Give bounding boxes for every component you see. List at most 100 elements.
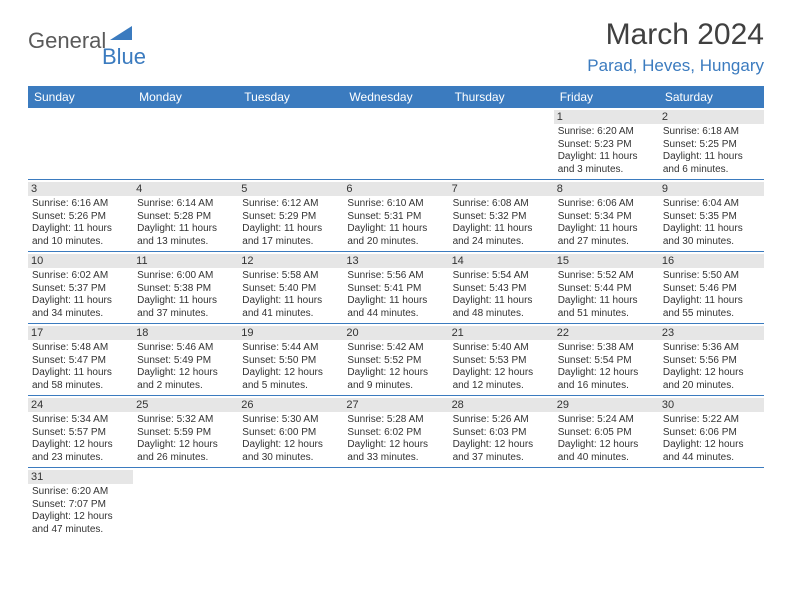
day-number: 5 <box>238 182 343 196</box>
calendar-cell: 2Sunrise: 6:18 AMSunset: 5:25 PMDaylight… <box>659 108 764 180</box>
calendar-cell: 19 Sunrise: 5:44 AMSunset: 5:50 PMDayligh… <box>238 324 343 396</box>
day-number: 17 <box>28 326 133 340</box>
weekday-header: Saturday <box>659 86 764 108</box>
day-number: 31 <box>28 470 133 484</box>
calendar-cell: 30 Sunrise: 5:22 AMSunset: 6:06 PMDayligh… <box>659 396 764 468</box>
day-number: 14 <box>449 254 554 268</box>
calendar-row: 1Sunrise: 6:20 AMSunset: 5:23 PMDaylight… <box>28 108 764 180</box>
calendar-cell: 8Sunrise: 6:06 AMSunset: 5:34 PMDaylight… <box>554 180 659 252</box>
calendar-cell: 27 Sunrise: 5:28 AMSunset: 6:02 PMDayligh… <box>343 396 448 468</box>
day-number: 9 <box>659 182 764 196</box>
calendar-cell: 9Sunrise: 6:04 AMSunset: 5:35 PMDaylight… <box>659 180 764 252</box>
calendar-cell: 28Sunrise: 5:26 AMSunset: 6:03 PMDayligh… <box>449 396 554 468</box>
calendar-cell: 29 Sunrise: 5:24 AMSunset: 6:05 PMDayligh… <box>554 396 659 468</box>
calendar-cell <box>238 108 343 180</box>
day-number: 29 <box>554 398 659 412</box>
day-detail: Sunrise: 6:10 AMSunset: 5:31 PMDaylight:… <box>347 198 444 248</box>
calendar-cell <box>133 108 238 180</box>
day-number: 28 <box>449 398 554 412</box>
month-title: March 2024 <box>587 20 764 50</box>
day-number: 11 <box>133 254 238 268</box>
calendar-cell: 16 Sunrise: 5:50 AMSunset: 5:46 PMDayligh… <box>659 252 764 324</box>
calendar-cell <box>238 468 343 540</box>
weekday-header: Sunday <box>28 86 133 108</box>
calendar-cell: 13Sunrise: 5:56 AMSunset: 5:41 PMDayligh… <box>343 252 448 324</box>
calendar-cell: 4 Sunrise: 6:14 AMSunset: 5:28 PMDaylight… <box>133 180 238 252</box>
logo-text-blue: Blue <box>102 44 146 70</box>
calendar-cell: 26 Sunrise: 5:30 AMSunset: 6:00 PMDayligh… <box>238 396 343 468</box>
calendar-cell: 15Sunrise: 5:52 AMSunset: 5:44 PMDayligh… <box>554 252 659 324</box>
day-detail: Sunrise: 6:14 AMSunset: 5:28 PMDaylight:… <box>137 198 234 248</box>
calendar-cell: 1Sunrise: 6:20 AMSunset: 5:23 PMDaylight… <box>554 108 659 180</box>
day-detail: Sunrise: 6:12 AMSunset: 5:29 PMDaylight:… <box>242 198 339 248</box>
calendar-row: 17 Sunrise: 5:48 AMSunset: 5:47 PMDayligh… <box>28 324 764 396</box>
day-detail: Sunrise: 5:28 AMSunset: 6:02 PMDaylight:… <box>347 414 444 464</box>
weekday-header: Wednesday <box>343 86 448 108</box>
day-detail: Sunrise: 5:58 AMSunset: 5:40 PMDaylight:… <box>242 270 339 320</box>
calendar-cell <box>449 108 554 180</box>
day-number: 24 <box>28 398 133 412</box>
day-number: 25 <box>133 398 238 412</box>
calendar-cell: 31 Sunrise: 6:20 AMSunset: 7:07 PMDayligh… <box>28 468 133 540</box>
day-detail: Sunrise: 5:34 AMSunset: 5:57 PMDaylight:… <box>32 414 129 464</box>
calendar-cell: 5 Sunrise: 6:12 AMSunset: 5:29 PMDaylight… <box>238 180 343 252</box>
day-detail: Sunrise: 5:44 AMSunset: 5:50 PMDaylight:… <box>242 342 339 392</box>
day-number: 3 <box>28 182 133 196</box>
day-number: 26 <box>238 398 343 412</box>
calendar-cell: 21Sunrise: 5:40 AMSunset: 5:53 PMDayligh… <box>449 324 554 396</box>
calendar-cell: 23Sunrise: 5:36 AMSunset: 5:56 PMDayligh… <box>659 324 764 396</box>
day-number: 27 <box>343 398 448 412</box>
day-detail: Sunrise: 6:20 AMSunset: 7:07 PMDaylight:… <box>32 486 129 536</box>
day-number: 23 <box>659 326 764 340</box>
location: Parad, Heves, Hungary <box>587 56 764 76</box>
calendar-cell <box>28 108 133 180</box>
day-detail: Sunrise: 5:48 AMSunset: 5:47 PMDaylight:… <box>32 342 129 392</box>
weekday-header-row: Sunday Monday Tuesday Wednesday Thursday… <box>28 86 764 108</box>
day-number: 18 <box>133 326 238 340</box>
calendar-cell: 20Sunrise: 5:42 AMSunset: 5:52 PMDayligh… <box>343 324 448 396</box>
day-number: 16 <box>659 254 764 268</box>
calendar-cell: 10 Sunrise: 6:02 AMSunset: 5:37 PMDayligh… <box>28 252 133 324</box>
weekday-header: Tuesday <box>238 86 343 108</box>
weekday-header: Friday <box>554 86 659 108</box>
day-number: 12 <box>238 254 343 268</box>
day-number: 30 <box>659 398 764 412</box>
day-detail: Sunrise: 5:40 AMSunset: 5:53 PMDaylight:… <box>453 342 550 392</box>
calendar-cell <box>554 468 659 540</box>
calendar-cell: 22Sunrise: 5:38 AMSunset: 5:54 PMDayligh… <box>554 324 659 396</box>
day-detail: Sunrise: 6:16 AMSunset: 5:26 PMDaylight:… <box>32 198 129 248</box>
day-number: 10 <box>28 254 133 268</box>
weekday-header: Thursday <box>449 86 554 108</box>
day-detail: Sunrise: 6:02 AMSunset: 5:37 PMDaylight:… <box>32 270 129 320</box>
day-detail: Sunrise: 5:38 AMSunset: 5:54 PMDaylight:… <box>558 342 655 392</box>
day-detail: Sunrise: 5:24 AMSunset: 6:05 PMDaylight:… <box>558 414 655 464</box>
calendar-cell: 24 Sunrise: 5:34 AMSunset: 5:57 PMDayligh… <box>28 396 133 468</box>
day-detail: Sunrise: 6:20 AMSunset: 5:23 PMDaylight:… <box>558 126 655 176</box>
day-detail: Sunrise: 5:32 AMSunset: 5:59 PMDaylight:… <box>137 414 234 464</box>
day-detail: Sunrise: 5:54 AMSunset: 5:43 PMDaylight:… <box>453 270 550 320</box>
calendar-cell <box>133 468 238 540</box>
calendar-cell: 3 Sunrise: 6:16 AMSunset: 5:26 PMDaylight… <box>28 180 133 252</box>
day-number: 8 <box>554 182 659 196</box>
calendar-row: 24 Sunrise: 5:34 AMSunset: 5:57 PMDayligh… <box>28 396 764 468</box>
calendar-table: Sunday Monday Tuesday Wednesday Thursday… <box>28 86 764 539</box>
day-detail: Sunrise: 5:30 AMSunset: 6:00 PMDaylight:… <box>242 414 339 464</box>
day-detail: Sunrise: 5:22 AMSunset: 6:06 PMDaylight:… <box>663 414 760 464</box>
calendar-cell: 6Sunrise: 6:10 AMSunset: 5:31 PMDaylight… <box>343 180 448 252</box>
day-number: 19 <box>238 326 343 340</box>
day-number: 15 <box>554 254 659 268</box>
day-detail: Sunrise: 5:46 AMSunset: 5:49 PMDaylight:… <box>137 342 234 392</box>
day-number: 7 <box>449 182 554 196</box>
calendar-cell <box>343 468 448 540</box>
day-number: 20 <box>343 326 448 340</box>
day-detail: Sunrise: 5:56 AMSunset: 5:41 PMDaylight:… <box>347 270 444 320</box>
logo-text-general: General <box>28 28 106 54</box>
calendar-cell: 7Sunrise: 6:08 AMSunset: 5:32 PMDaylight… <box>449 180 554 252</box>
calendar-cell: 14 Sunrise: 5:54 AMSunset: 5:43 PMDayligh… <box>449 252 554 324</box>
calendar-cell <box>449 468 554 540</box>
calendar-row: 3 Sunrise: 6:16 AMSunset: 5:26 PMDaylight… <box>28 180 764 252</box>
day-detail: Sunrise: 6:18 AMSunset: 5:25 PMDaylight:… <box>663 126 760 176</box>
logo-triangle-icon <box>110 26 132 45</box>
day-detail: Sunrise: 5:50 AMSunset: 5:46 PMDaylight:… <box>663 270 760 320</box>
day-number: 4 <box>133 182 238 196</box>
